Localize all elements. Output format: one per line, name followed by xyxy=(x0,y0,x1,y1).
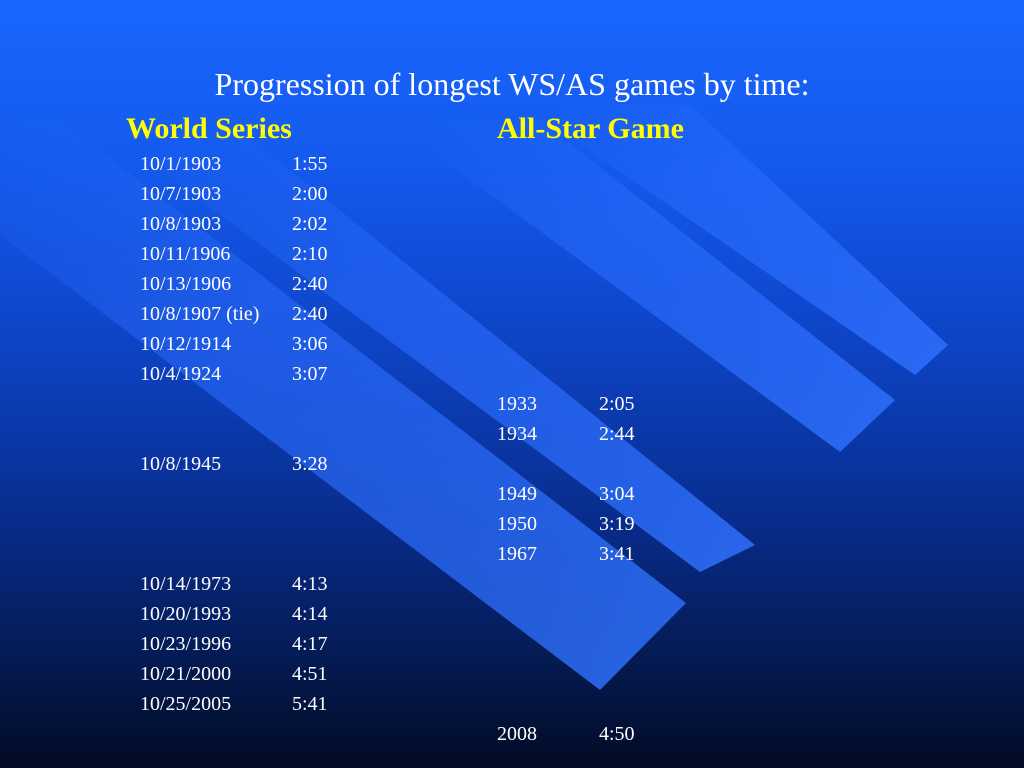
slide-title: Progression of longest WS/AS games by ti… xyxy=(214,66,810,102)
ws-game-date: 10/12/1914 xyxy=(140,333,232,355)
table-row: 10/12/1914 3:06 xyxy=(0,329,1024,359)
stripe-3 xyxy=(430,120,895,452)
ws-game-time: 3:07 xyxy=(292,363,328,385)
table-row: 2008 4:50 xyxy=(0,719,1024,749)
table-row: 10/25/2005 5:41 xyxy=(0,689,1024,719)
all-star-heading: All-Star Game xyxy=(497,112,684,145)
ws-game-time: 4:13 xyxy=(292,573,328,595)
ws-game-time: 4:51 xyxy=(292,663,328,685)
ws-game-time: 5:41 xyxy=(292,693,328,715)
table-row: 10/14/1973 4:13 xyxy=(0,569,1024,599)
as-game-time: 4:50 xyxy=(599,723,635,745)
table-row: 10/4/1924 3:07 xyxy=(0,359,1024,389)
as-game-time: 3:41 xyxy=(599,543,635,565)
ws-game-time: 1:55 xyxy=(292,153,328,175)
table-row: 1967 3:41 xyxy=(0,539,1024,569)
as-game-year: 1934 xyxy=(497,423,537,445)
ws-game-date: 10/20/1993 xyxy=(140,603,232,625)
table-row: 1950 3:19 xyxy=(0,509,1024,539)
ws-game-date: 10/21/2000 xyxy=(140,663,232,685)
table-row: 1934 2:44 xyxy=(0,419,1024,449)
ws-game-time: 3:28 xyxy=(292,453,328,475)
table-row: 10/8/1903 2:02 xyxy=(0,209,1024,239)
ws-game-date: 10/7/1903 xyxy=(140,183,222,205)
as-game-time: 2:44 xyxy=(599,423,635,445)
ws-game-time: 3:06 xyxy=(292,333,328,355)
as-game-time: 3:19 xyxy=(599,513,635,535)
ws-game-date: 10/8/1945 xyxy=(140,453,222,475)
stripe-1 xyxy=(0,120,686,690)
as-game-year: 2008 xyxy=(497,723,537,745)
as-game-year: 1949 xyxy=(497,483,537,505)
ws-game-time: 2:40 xyxy=(292,303,328,325)
table-row: 10/1/1903 1:55 xyxy=(0,149,1024,179)
as-game-year: 1967 xyxy=(497,543,537,565)
ws-game-date: 10/4/1924 xyxy=(140,363,222,385)
ws-game-date: 10/14/1973 xyxy=(140,573,232,595)
ws-game-date: 10/25/2005 xyxy=(140,693,232,715)
ws-game-date: 10/11/1906 xyxy=(140,243,231,265)
ws-game-date: 10/23/1996 xyxy=(140,633,232,655)
table-row: 10/8/1945 3:28 xyxy=(0,449,1024,479)
world-series-heading: World Series xyxy=(126,112,292,145)
table-row: 10/8/1907 (tie) 2:40 xyxy=(0,299,1024,329)
ws-game-date: 10/1/1903 xyxy=(140,153,222,175)
as-game-year: 1950 xyxy=(497,513,537,535)
table-row: 1933 2:05 xyxy=(0,389,1024,419)
table-row: 1949 3:04 xyxy=(0,479,1024,509)
as-game-year: 1933 xyxy=(497,393,537,415)
ws-game-date: 10/13/1906 xyxy=(140,273,232,295)
stripe-4 xyxy=(560,105,948,375)
table-row: 10/11/1906 2:10 xyxy=(0,239,1024,269)
ws-game-time: 2:10 xyxy=(292,243,328,265)
as-game-time: 3:04 xyxy=(599,483,635,505)
table-row: 10/7/1903 2:00 xyxy=(0,179,1024,209)
table-row: 10/23/1996 4:17 xyxy=(0,629,1024,659)
as-game-time: 2:05 xyxy=(599,393,635,415)
ws-game-time: 2:40 xyxy=(292,273,328,295)
table-row: 10/13/1906 2:40 xyxy=(0,269,1024,299)
table-row: 10/21/2000 4:51 xyxy=(0,659,1024,689)
ws-game-time: 2:02 xyxy=(292,213,328,235)
stripe-2 xyxy=(160,130,755,572)
ws-game-time: 4:17 xyxy=(292,633,328,655)
ws-game-date: 10/8/1907 (tie) xyxy=(140,303,260,325)
ws-game-time: 4:14 xyxy=(292,603,328,625)
ws-game-date: 10/8/1903 xyxy=(140,213,222,235)
ws-game-time: 2:00 xyxy=(292,183,328,205)
table-row: 10/20/1993 4:14 xyxy=(0,599,1024,629)
